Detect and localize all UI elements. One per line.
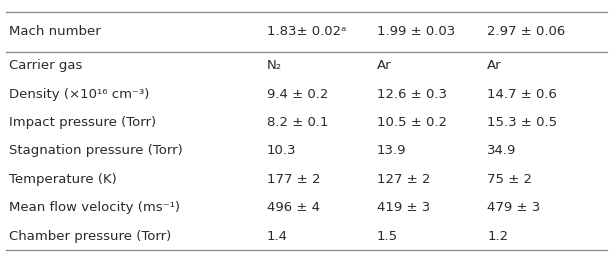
Text: Impact pressure (Torr): Impact pressure (Torr) xyxy=(9,116,156,129)
Text: Mean flow velocity (ms⁻¹): Mean flow velocity (ms⁻¹) xyxy=(9,201,180,214)
Text: 177 ± 2: 177 ± 2 xyxy=(267,173,320,186)
Text: 1.99 ± 0.03: 1.99 ± 0.03 xyxy=(377,25,455,38)
Text: 34.9: 34.9 xyxy=(487,144,517,157)
Text: 479 ± 3: 479 ± 3 xyxy=(487,201,541,214)
Text: Temperature (K): Temperature (K) xyxy=(9,173,117,186)
Text: Carrier gas: Carrier gas xyxy=(9,59,83,72)
Text: 2.97 ± 0.06: 2.97 ± 0.06 xyxy=(487,25,566,38)
Text: Density (×10¹⁶ cm⁻³): Density (×10¹⁶ cm⁻³) xyxy=(9,88,150,101)
Text: 14.7 ± 0.6: 14.7 ± 0.6 xyxy=(487,88,557,101)
Text: 1.4: 1.4 xyxy=(267,230,287,243)
Text: 10.3: 10.3 xyxy=(267,144,296,157)
Text: Chamber pressure (Torr): Chamber pressure (Torr) xyxy=(9,230,172,243)
Text: 75 ± 2: 75 ± 2 xyxy=(487,173,532,186)
Text: 496 ± 4: 496 ± 4 xyxy=(267,201,319,214)
Text: 15.3 ± 0.5: 15.3 ± 0.5 xyxy=(487,116,557,129)
Text: Ar: Ar xyxy=(377,59,392,72)
Text: 1.83± 0.02ᵃ: 1.83± 0.02ᵃ xyxy=(267,25,346,38)
Text: 127 ± 2: 127 ± 2 xyxy=(377,173,430,186)
Text: N₂: N₂ xyxy=(267,59,282,72)
Text: 419 ± 3: 419 ± 3 xyxy=(377,201,430,214)
Text: Mach number: Mach number xyxy=(9,25,101,38)
Text: Stagnation pressure (Torr): Stagnation pressure (Torr) xyxy=(9,144,183,157)
Text: 1.2: 1.2 xyxy=(487,230,508,243)
Text: 10.5 ± 0.2: 10.5 ± 0.2 xyxy=(377,116,447,129)
Text: 12.6 ± 0.3: 12.6 ± 0.3 xyxy=(377,88,447,101)
Text: Ar: Ar xyxy=(487,59,502,72)
Text: 8.2 ± 0.1: 8.2 ± 0.1 xyxy=(267,116,328,129)
Text: 9.4 ± 0.2: 9.4 ± 0.2 xyxy=(267,88,328,101)
Text: 13.9: 13.9 xyxy=(377,144,406,157)
Text: 1.5: 1.5 xyxy=(377,230,398,243)
